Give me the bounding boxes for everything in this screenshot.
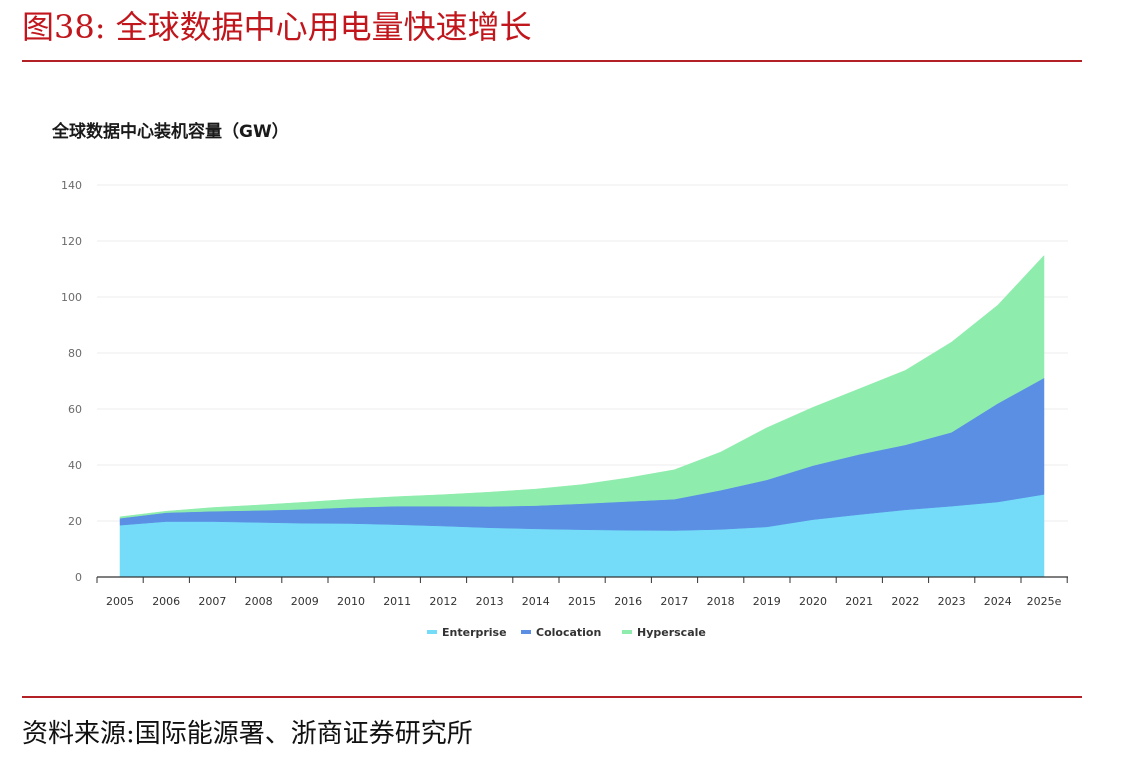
x-tick-label: 2012 bbox=[429, 595, 457, 608]
axes: 2005 2006 2007 2008 2009 2010 2011 2012 2013 2014… bbox=[96, 576, 1068, 608]
stacked-areas bbox=[119, 254, 1045, 578]
x-tick-label: 2007 bbox=[198, 595, 226, 608]
source-note: 资料来源:国际能源署、浙商证券研究所 bbox=[22, 719, 473, 749]
legend-swatch-hyperscale bbox=[622, 630, 632, 634]
y-tick-label: 60 bbox=[68, 403, 82, 416]
x-tick-label: 2020 bbox=[799, 595, 827, 608]
x-tick-label: 2010 bbox=[337, 595, 365, 608]
x-tick-label: 2011 bbox=[383, 595, 411, 608]
x-tick-label: 2016 bbox=[614, 595, 642, 608]
legend-label-hyperscale: Hyperscale bbox=[637, 626, 706, 639]
y-tick-label: 40 bbox=[68, 459, 82, 472]
y-tick-label: 0 bbox=[75, 571, 82, 584]
x-tick-label: 2024 bbox=[984, 595, 1012, 608]
y-tick-label: 100 bbox=[61, 291, 82, 304]
y-tick-label: 20 bbox=[68, 515, 82, 528]
chart-title: 全球数据中心装机容量（GW） bbox=[51, 121, 289, 142]
x-tick-label: 2013 bbox=[476, 595, 504, 608]
figure-title: 图38: 全球数据中心用电量快速增长 bbox=[22, 8, 532, 46]
x-tick-label: 2006 bbox=[152, 595, 180, 608]
x-tick-label: 2018 bbox=[707, 595, 735, 608]
x-tick-label: 2021 bbox=[845, 595, 873, 608]
legend-swatch-colocation bbox=[521, 630, 531, 634]
x-tick-label: 2023 bbox=[938, 595, 966, 608]
legend-swatch-enterprise bbox=[427, 630, 437, 634]
x-tick-label: 2022 bbox=[891, 595, 919, 608]
x-tick-label: 2008 bbox=[245, 595, 273, 608]
x-tick-label: 2017 bbox=[660, 595, 688, 608]
legend-label-colocation: Colocation bbox=[536, 626, 601, 639]
x-tick-label: 2009 bbox=[291, 595, 319, 608]
area-hyperscale bbox=[119, 254, 1045, 519]
x-tick-label: 2015 bbox=[568, 595, 596, 608]
bottom-divider bbox=[22, 696, 1082, 698]
legend: Enterprise Colocation Hyperscale bbox=[427, 626, 706, 639]
y-tick-label: 80 bbox=[68, 347, 82, 360]
y-tick-label: 140 bbox=[61, 179, 82, 192]
top-divider bbox=[22, 60, 1082, 62]
x-tick-label: 2025e bbox=[1027, 595, 1062, 608]
x-tick-label: 2005 bbox=[106, 595, 134, 608]
x-tick-label: 2019 bbox=[753, 595, 781, 608]
y-tick-label: 120 bbox=[61, 235, 82, 248]
legend-label-enterprise: Enterprise bbox=[442, 626, 507, 639]
x-tick-label: 2014 bbox=[522, 595, 550, 608]
